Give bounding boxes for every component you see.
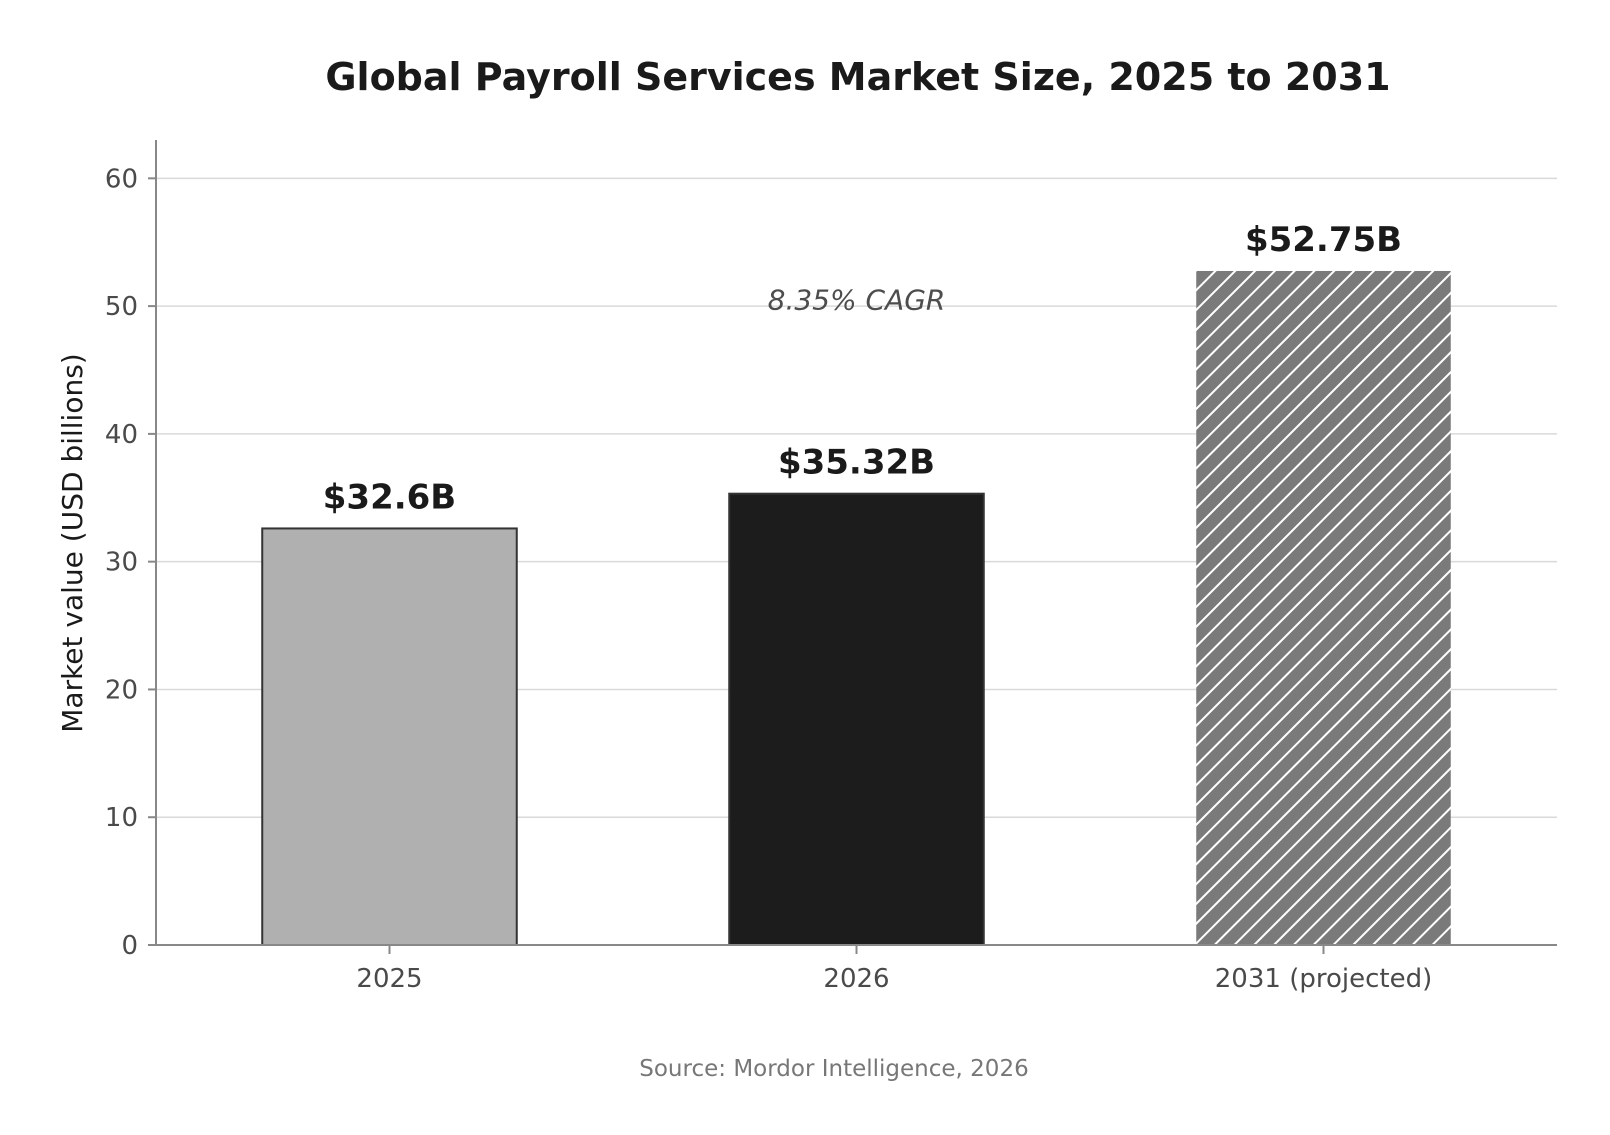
y-tick-label-30: 30 bbox=[105, 548, 138, 578]
x-tick-label-2026: 2026 bbox=[823, 964, 889, 994]
chart-title: Global Payroll Services Market Size, 202… bbox=[325, 55, 1390, 99]
data-labels: $32.6B $35.32B $52.75B bbox=[323, 220, 1402, 517]
bars bbox=[261, 270, 1451, 946]
y-tick-label-50: 50 bbox=[105, 292, 138, 322]
cagr-annotation: 8.35% CAGR bbox=[768, 284, 946, 317]
bar-2026 bbox=[728, 492, 985, 946]
data-label-2031: $52.75B bbox=[1245, 220, 1402, 260]
y-tick-label-40: 40 bbox=[105, 420, 138, 450]
bar-2031 bbox=[1196, 270, 1451, 945]
x-axis-ticks: 2025 2026 2031 (projected) bbox=[356, 945, 1432, 994]
bar-2025 bbox=[261, 527, 518, 946]
y-axis-ticks: 0 10 20 30 40 50 60 bbox=[105, 164, 156, 961]
source-note: Source: Mordor Intelligence, 2026 bbox=[639, 1056, 1028, 1082]
data-label-2026: $35.32B bbox=[778, 443, 935, 483]
y-tick-label-10: 10 bbox=[105, 803, 138, 833]
y-tick-label-60: 60 bbox=[105, 164, 138, 194]
data-label-2025: $32.6B bbox=[323, 477, 456, 517]
y-tick-label-20: 20 bbox=[105, 675, 138, 705]
y-axis-label: Market value (USD billions) bbox=[56, 353, 89, 732]
y-tick-label-0: 0 bbox=[121, 931, 138, 961]
x-tick-label-2031: 2031 (projected) bbox=[1215, 964, 1432, 994]
x-tick-label-2025: 2025 bbox=[356, 964, 422, 994]
